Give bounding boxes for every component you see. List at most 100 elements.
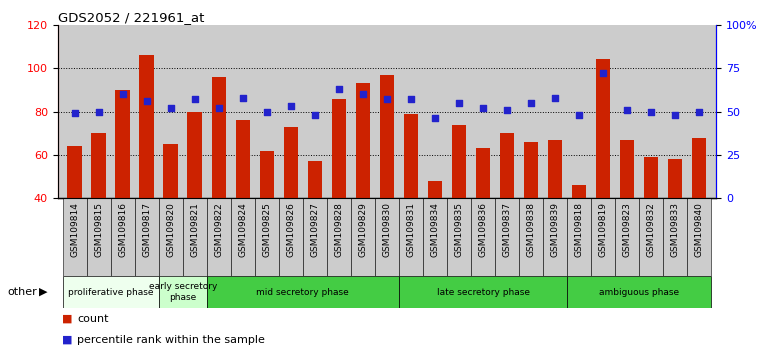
Text: GDS2052 / 221961_at: GDS2052 / 221961_at [58, 11, 204, 24]
Point [645, 109, 658, 114]
Bar [447, 198, 471, 276]
Text: other: other [8, 287, 38, 297]
Text: GSM109820: GSM109820 [166, 202, 176, 257]
Bar [111, 198, 135, 276]
Bar [375, 198, 399, 276]
Text: early secretory
phase: early secretory phase [149, 282, 217, 302]
Bar [644, 157, 658, 198]
Bar [279, 198, 303, 276]
Bar [663, 198, 688, 276]
Bar [380, 75, 394, 198]
Text: ambiguous phase: ambiguous phase [599, 287, 679, 297]
Text: GSM109840: GSM109840 [695, 202, 704, 257]
Text: GSM109831: GSM109831 [407, 202, 416, 257]
Bar [639, 198, 663, 276]
Bar [471, 198, 495, 276]
Point [116, 91, 129, 97]
Text: GSM109822: GSM109822 [214, 202, 223, 257]
Bar [403, 114, 418, 198]
Point [92, 109, 105, 114]
Text: GSM109823: GSM109823 [623, 202, 631, 257]
Bar [116, 90, 130, 198]
Point [525, 100, 537, 105]
Point [621, 107, 634, 113]
Bar [615, 198, 639, 276]
Text: late secretory phase: late secretory phase [437, 287, 530, 297]
Point [453, 100, 465, 105]
Bar [596, 59, 611, 198]
Text: GSM109815: GSM109815 [94, 202, 103, 257]
Text: proliferative phase: proliferative phase [68, 287, 153, 297]
Text: GSM109834: GSM109834 [430, 202, 440, 257]
Point [669, 112, 681, 118]
Bar [356, 83, 370, 198]
Point [429, 116, 441, 121]
Bar [567, 276, 711, 308]
Text: GSM109837: GSM109837 [503, 202, 511, 257]
Bar [236, 120, 250, 198]
Bar [688, 198, 711, 276]
Point [260, 109, 273, 114]
Bar [543, 198, 567, 276]
Point [693, 109, 705, 114]
Text: GSM109836: GSM109836 [478, 202, 487, 257]
Text: GSM109825: GSM109825 [263, 202, 271, 257]
Point [501, 107, 514, 113]
Bar [231, 198, 255, 276]
Bar [548, 140, 562, 198]
Point [405, 97, 417, 102]
Bar [567, 198, 591, 276]
Point [549, 95, 561, 101]
Bar [212, 77, 226, 198]
Bar [591, 198, 615, 276]
Text: GSM109821: GSM109821 [190, 202, 199, 257]
Text: GSM109832: GSM109832 [647, 202, 656, 257]
Text: ▶: ▶ [38, 287, 47, 297]
Text: GSM109819: GSM109819 [598, 202, 608, 257]
Bar [572, 185, 586, 198]
Point [285, 103, 297, 109]
Bar [67, 146, 82, 198]
Text: GSM109818: GSM109818 [574, 202, 584, 257]
Point [309, 112, 321, 118]
Text: GSM109828: GSM109828 [334, 202, 343, 257]
Bar [206, 198, 231, 276]
Text: ■: ■ [62, 314, 72, 324]
Point [357, 91, 369, 97]
Bar [159, 276, 206, 308]
Point [573, 112, 585, 118]
Bar [423, 198, 447, 276]
Bar [524, 142, 538, 198]
Bar [476, 148, 490, 198]
Bar [308, 161, 322, 198]
Bar [159, 198, 182, 276]
Text: GSM109833: GSM109833 [671, 202, 680, 257]
Text: GSM109838: GSM109838 [527, 202, 536, 257]
Bar [255, 198, 279, 276]
Point [165, 105, 177, 111]
Text: GSM109816: GSM109816 [118, 202, 127, 257]
Text: GSM109817: GSM109817 [142, 202, 151, 257]
Bar [399, 198, 423, 276]
Bar [163, 144, 178, 198]
Point [380, 97, 393, 102]
Point [189, 97, 201, 102]
Text: GSM109814: GSM109814 [70, 202, 79, 257]
Point [213, 105, 225, 111]
Text: mid secretory phase: mid secretory phase [256, 287, 350, 297]
Bar [86, 198, 111, 276]
Bar [500, 133, 514, 198]
Text: GSM109824: GSM109824 [238, 202, 247, 257]
Text: count: count [77, 314, 109, 324]
Text: GSM109829: GSM109829 [358, 202, 367, 257]
Bar [452, 125, 466, 198]
Bar [283, 127, 298, 198]
Bar [326, 198, 351, 276]
Bar [351, 198, 375, 276]
Bar [668, 159, 682, 198]
Bar [206, 276, 399, 308]
Point [477, 105, 489, 111]
Point [597, 70, 609, 76]
Bar [135, 198, 159, 276]
Bar [92, 133, 105, 198]
